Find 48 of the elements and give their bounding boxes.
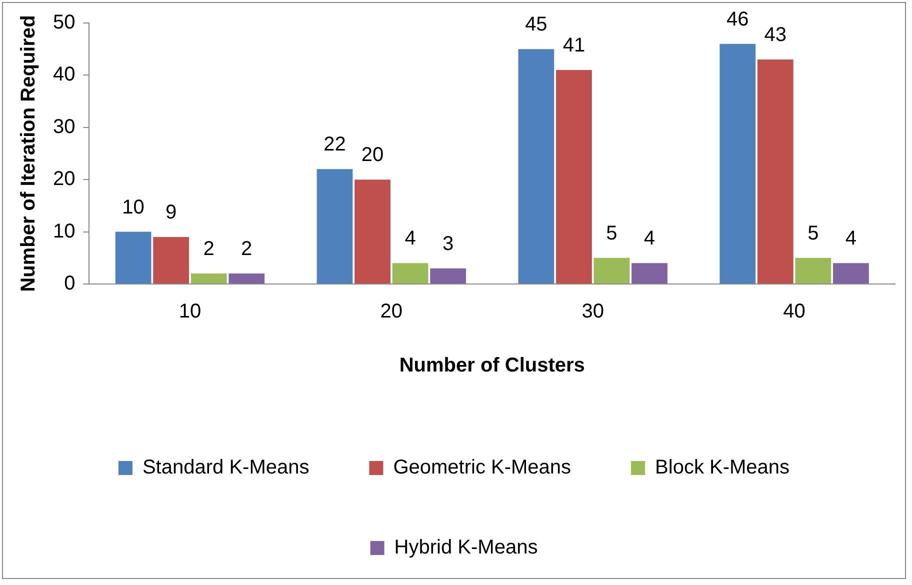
- bar: [115, 232, 152, 284]
- x-tick-label: 30: [582, 300, 604, 323]
- bar: [392, 263, 428, 284]
- x-tick-label: 20: [380, 300, 403, 323]
- data-label: 10: [122, 196, 144, 218]
- y-tick-label: 0: [64, 272, 76, 295]
- legend-label: Geometric K-Means: [393, 456, 572, 479]
- data-label: 2: [241, 238, 252, 260]
- data-label: 2: [203, 238, 214, 260]
- data-label: 5: [808, 222, 819, 244]
- bar: [832, 263, 869, 284]
- data-label: 4: [404, 228, 416, 250]
- data-label: 22: [324, 134, 346, 156]
- bar: [153, 237, 190, 284]
- bar: [228, 274, 265, 284]
- x-axis-title: Number of Clusters: [399, 354, 585, 377]
- data-label: 46: [726, 8, 749, 30]
- data-label: 4: [644, 228, 656, 250]
- bar: [354, 180, 390, 284]
- data-label: 4: [845, 228, 856, 250]
- x-tick-label: 10: [178, 300, 202, 323]
- bar: [316, 169, 353, 284]
- y-tick-label: 30: [52, 116, 76, 138]
- legend-label: Hybrid K-Means: [394, 536, 538, 559]
- bar: [720, 44, 756, 284]
- bar: [556, 70, 592, 284]
- data-label: 9: [166, 202, 177, 224]
- bar: [430, 268, 466, 284]
- y-tick-label: 40: [52, 64, 76, 86]
- data-label: 41: [562, 34, 586, 56]
- data-label: 43: [764, 24, 787, 46]
- y-tick-label: 10: [52, 220, 76, 242]
- bar: [594, 258, 630, 284]
- bar: [190, 274, 227, 284]
- bar: [757, 60, 794, 284]
- y-axis-title: Number of Iteration Required: [18, 15, 40, 292]
- y-tick-label: 20: [52, 168, 76, 190]
- bar: [518, 49, 554, 284]
- data-label: 45: [525, 14, 548, 36]
- bar: [632, 263, 668, 284]
- legend-label: Block K-Means: [655, 456, 790, 479]
- x-tick-label: 40: [783, 300, 806, 323]
- data-label: 20: [361, 144, 384, 166]
- legend-label: Standard K-Means: [142, 456, 310, 479]
- data-label: 3: [442, 232, 454, 255]
- bar: [795, 258, 832, 284]
- y-tick-label: 50: [52, 12, 76, 34]
- data-label: 5: [606, 222, 618, 244]
